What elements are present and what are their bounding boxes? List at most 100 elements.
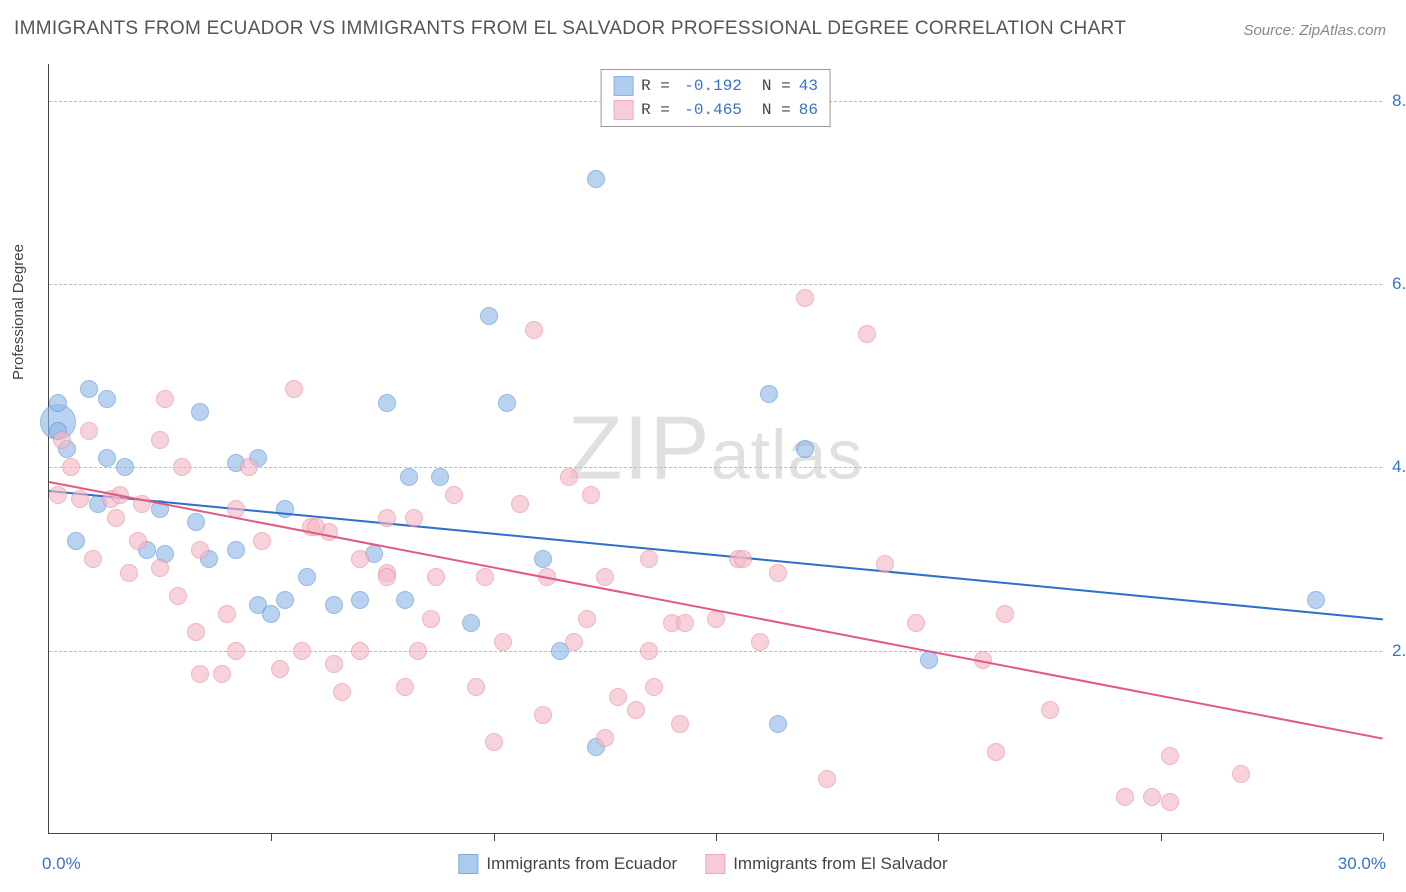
- scatter-point: [62, 458, 80, 476]
- scatter-point: [1116, 788, 1134, 806]
- scatter-point: [53, 431, 71, 449]
- scatter-point: [156, 390, 174, 408]
- scatter-point: [627, 701, 645, 719]
- scatter-point: [1307, 591, 1325, 609]
- scatter-point: [996, 605, 1014, 623]
- correlation-legend-row: R =-0.465N =86: [613, 98, 818, 122]
- scatter-point: [400, 468, 418, 486]
- scatter-point: [191, 665, 209, 683]
- scatter-point: [98, 449, 116, 467]
- scatter-point: [596, 729, 614, 747]
- source-label: Source: ZipAtlas.com: [1243, 22, 1386, 39]
- scatter-point: [769, 715, 787, 733]
- legend-swatch: [705, 854, 725, 874]
- scatter-point: [80, 380, 98, 398]
- scatter-point: [796, 440, 814, 458]
- legend-swatch: [613, 76, 633, 96]
- scatter-point: [534, 550, 552, 568]
- scatter-point: [84, 550, 102, 568]
- scatter-point: [49, 394, 67, 412]
- scatter-point: [71, 490, 89, 508]
- x-axis-min-label: 0.0%: [42, 854, 81, 874]
- scatter-point: [151, 559, 169, 577]
- y-tick-label: 2.0%: [1392, 641, 1406, 661]
- scatter-point: [227, 541, 245, 559]
- scatter-point: [151, 431, 169, 449]
- scatter-point: [293, 642, 311, 660]
- scatter-point: [596, 568, 614, 586]
- scatter-point: [858, 325, 876, 343]
- scatter-point: [120, 564, 138, 582]
- scatter-point: [818, 770, 836, 788]
- scatter-point: [262, 605, 280, 623]
- y-tick-label: 4.0%: [1392, 457, 1406, 477]
- scatter-point: [427, 568, 445, 586]
- scatter-point: [498, 394, 516, 412]
- scatter-point: [325, 596, 343, 614]
- scatter-point: [116, 458, 134, 476]
- y-tick-label: 8.0%: [1392, 91, 1406, 111]
- scatter-point: [378, 568, 396, 586]
- x-axis-max-label: 30.0%: [1338, 854, 1386, 874]
- scatter-point: [565, 633, 583, 651]
- scatter-point: [1232, 765, 1250, 783]
- correlation-legend: R =-0.192N =43R =-0.465N =86: [600, 69, 831, 127]
- scatter-point: [351, 591, 369, 609]
- scatter-point: [445, 486, 463, 504]
- scatter-point: [609, 688, 627, 706]
- scatter-point: [876, 555, 894, 573]
- scatter-point: [333, 683, 351, 701]
- scatter-point: [751, 633, 769, 651]
- x-tick: [938, 833, 939, 841]
- scatter-point: [485, 733, 503, 751]
- scatter-point: [1161, 793, 1179, 811]
- trend-line: [49, 481, 1383, 740]
- scatter-point: [351, 642, 369, 660]
- chart-title: IMMIGRANTS FROM ECUADOR VS IMMIGRANTS FR…: [14, 18, 1126, 40]
- scatter-point: [240, 458, 258, 476]
- scatter-point: [734, 550, 752, 568]
- scatter-point: [80, 422, 98, 440]
- scatter-point: [525, 321, 543, 339]
- scatter-point: [253, 532, 271, 550]
- scatter-point: [351, 550, 369, 568]
- scatter-point: [671, 715, 689, 733]
- scatter-point: [187, 513, 205, 531]
- scatter-point: [396, 678, 414, 696]
- scatter-point: [325, 655, 343, 673]
- legend-swatch: [458, 854, 478, 874]
- x-tick: [716, 833, 717, 841]
- scatter-point: [298, 568, 316, 586]
- scatter-point: [405, 509, 423, 527]
- scatter-point: [378, 509, 396, 527]
- scatter-point: [422, 610, 440, 628]
- x-tick: [1161, 833, 1162, 841]
- scatter-point: [480, 307, 498, 325]
- scatter-point: [98, 390, 116, 408]
- scatter-point: [582, 486, 600, 504]
- scatter-point: [169, 587, 187, 605]
- x-tick: [1383, 833, 1384, 841]
- scatter-point: [640, 642, 658, 660]
- scatter-point: [476, 568, 494, 586]
- legend-item: Immigrants from Ecuador: [458, 854, 677, 874]
- scatter-point: [213, 665, 231, 683]
- scatter-point: [378, 394, 396, 412]
- scatter-point: [511, 495, 529, 513]
- scatter-point: [409, 642, 427, 660]
- scatter-point: [191, 541, 209, 559]
- scatter-point: [1161, 747, 1179, 765]
- legend-swatch: [613, 100, 633, 120]
- x-tick: [494, 833, 495, 841]
- scatter-point: [645, 678, 663, 696]
- scatter-point: [1041, 701, 1059, 719]
- scatter-point: [1143, 788, 1161, 806]
- y-tick-label: 6.0%: [1392, 274, 1406, 294]
- scatter-point: [276, 591, 294, 609]
- scatter-point: [494, 633, 512, 651]
- scatter-point: [578, 610, 596, 628]
- correlation-legend-row: R =-0.192N =43: [613, 74, 818, 98]
- scatter-point: [769, 564, 787, 582]
- scatter-point: [587, 170, 605, 188]
- scatter-point: [187, 623, 205, 641]
